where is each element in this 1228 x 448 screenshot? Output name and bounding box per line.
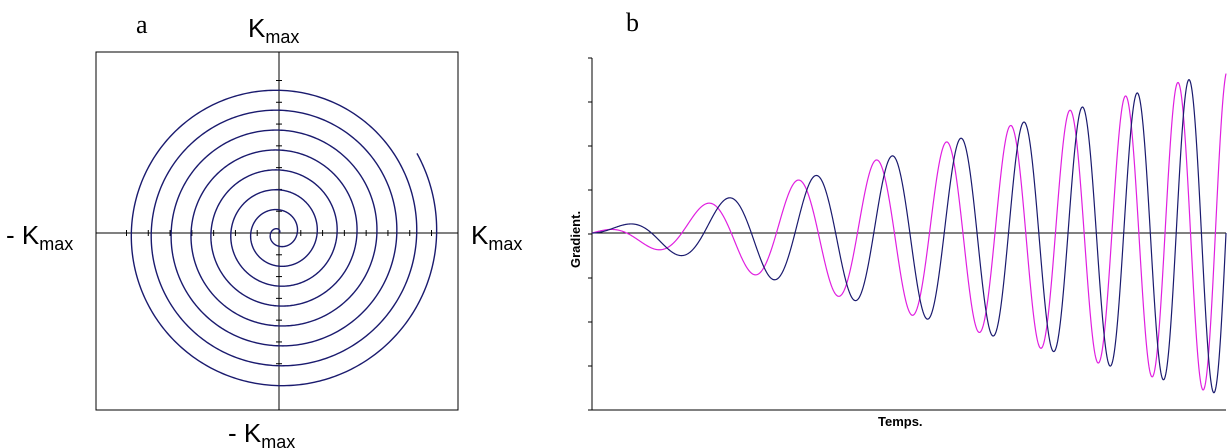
gradient-series-magenta [591, 73, 1227, 391]
kmax-left-label: - Kmax [6, 220, 73, 254]
kmax-right-label: Kmax [471, 220, 522, 254]
gradient-series-navy [592, 79, 1227, 394]
kmax-bottom-label: - Kmax [228, 418, 295, 448]
panel-a-letter: a [136, 10, 148, 39]
panel-b-letter: b [626, 8, 639, 37]
kmax-top-label: Kmax [248, 13, 299, 47]
y-axis-title: Gradient. [568, 211, 583, 268]
panel-b-y-ticks [588, 57, 592, 411]
panel-a-frame [95, 51, 459, 411]
panel-a: a Kmax - Kmax - Kmax Kmax [6, 10, 522, 448]
panel-b: b Gradient. Temps. [568, 8, 1227, 429]
x-axis-title: Temps. [878, 414, 923, 429]
spiral-trajectory [130, 89, 438, 387]
